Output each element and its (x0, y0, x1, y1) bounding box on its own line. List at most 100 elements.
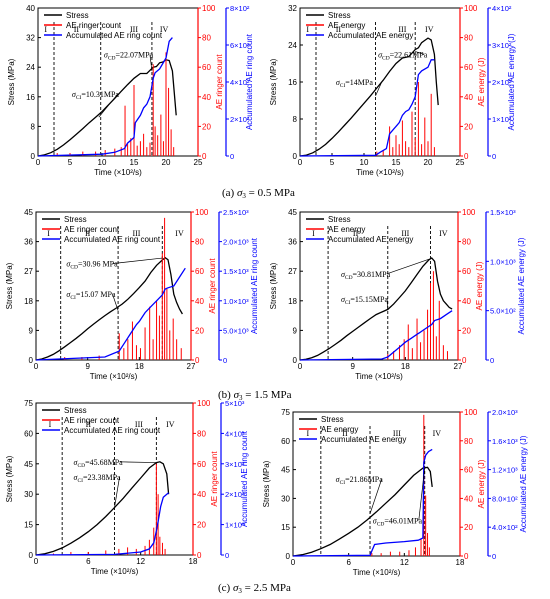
x-tick-label: 27 (187, 362, 196, 371)
annotation-arrow (98, 93, 119, 118)
x-tick-label: 18 (135, 362, 144, 371)
y-axis-label: Stress (MPa) (5, 455, 14, 502)
y2-tick-label: 0 (464, 152, 469, 161)
y-axis-label: Stress (MPa) (5, 262, 14, 309)
legend-label: Stress (66, 11, 89, 20)
y3-axis-label: Accumulated AE ring count (240, 430, 249, 527)
caption-sub: 3 (239, 394, 243, 402)
legend-label: Accumulated AE energy (328, 235, 413, 244)
x-tick-label: 0 (291, 558, 296, 567)
y2-tick-label: 100 (462, 208, 476, 217)
annotation-arrow (386, 299, 389, 311)
annotation-subscript: CD (377, 521, 385, 527)
y2-tick-label: 20 (197, 521, 206, 530)
stage-label: III (130, 25, 138, 34)
stage-label: IV (425, 25, 434, 34)
annotation-subscript: CD (77, 463, 85, 469)
x-tick-label: 25 (194, 158, 203, 167)
y3-tick-label: 1×10³ (225, 521, 245, 530)
annotation-subscript: CD (108, 56, 116, 62)
y3-tick-label: 3×10² (492, 41, 512, 50)
annotation-value: =22.61MPa (390, 50, 428, 59)
y3-tick-label: 2×10² (230, 115, 250, 124)
y2-axis-label: AE energy (J) (477, 57, 486, 106)
y2-tick-label: 0 (197, 551, 202, 560)
stage-label: III (401, 229, 409, 238)
x-tick-label: 10 (360, 158, 369, 167)
annotation-value: =23.38MPa (83, 473, 121, 482)
y-tick-label: 0 (29, 551, 34, 560)
y-tick-label: 18 (24, 297, 33, 306)
annotation-arrow (112, 257, 163, 264)
x-tick-label: 15 (130, 158, 139, 167)
x-tick-label: 9 (85, 362, 90, 371)
stress-line (299, 37, 439, 157)
y-tick-label: 0 (29, 356, 34, 365)
y2-tick-label: 60 (464, 466, 473, 475)
stage-label: I (307, 429, 310, 438)
y-tick-label: 15 (281, 523, 290, 532)
y2-tick-label: 0 (464, 552, 469, 561)
y2-tick-label: 80 (197, 429, 206, 438)
legend-label: AE energy (328, 225, 365, 234)
y-tick-label: 45 (24, 460, 33, 469)
y2-tick-label: 100 (464, 408, 478, 417)
y3-tick-label: 5×10³ (225, 399, 245, 408)
stage-label: II (86, 420, 92, 429)
stage-label: II (85, 229, 91, 238)
caption-value: = 1.5 MPa (245, 389, 292, 401)
y-axis-label: Stress (MPa) (262, 460, 271, 507)
annotation-symbol: σ (378, 50, 383, 59)
chart-c-right: 0 6 12 180153045607502040608010004.0×10²8.0… (262, 408, 528, 577)
threshold-annotation: σCI=23.38MPa (74, 473, 122, 484)
legend-label: Stress (328, 11, 351, 20)
chart-a-left: 0 5 10 15 20 25081624324002040608010002×10²4×… (7, 4, 254, 177)
annotation-arrow (386, 258, 431, 275)
legend-label: Stress (64, 406, 87, 415)
y-tick-label: 8 (31, 122, 36, 131)
legend-label: AE energy (321, 425, 358, 434)
y3-tick-label: 0 (490, 356, 494, 365)
caption-b: (b) σ3 = 1.5 MPa (218, 389, 292, 402)
x-tick-label: 18 (401, 362, 410, 371)
y-tick-label: 75 (24, 399, 33, 408)
y2-axis-label: AE energy (J) (475, 261, 484, 310)
x-tick-label: 0 (36, 158, 41, 167)
x-tick-label: 0 (298, 362, 303, 371)
stage-label: III (393, 429, 401, 438)
y2-tick-label: 100 (195, 208, 209, 217)
y2-tick-label: 40 (202, 93, 211, 102)
y2-tick-label: 40 (464, 494, 473, 503)
y3-tick-label: 1.0×10³ (490, 257, 516, 266)
y3-axis-label: Accumulated AE ring count (250, 237, 259, 334)
y-tick-label: 45 (288, 208, 297, 217)
y-tick-label: 60 (24, 429, 33, 438)
annotation-symbol: σ (373, 516, 378, 525)
x-tick-label: 5 (330, 158, 335, 167)
legend-label: Accumulated AE ring count (66, 31, 163, 40)
caption-sub: 3 (238, 587, 242, 595)
annotation-symbol: σ (72, 90, 77, 99)
annotation-value: =14MPa (345, 78, 373, 87)
annotation-arrow (119, 461, 157, 463)
y-tick-label: 16 (26, 93, 35, 102)
y3-axis-label: Accumulated AE ring count (245, 33, 254, 130)
y2-tick-label: 40 (462, 297, 471, 306)
accumulated-series-line (35, 267, 186, 361)
y3-tick-label: 2.5×10³ (223, 208, 249, 217)
y2-tick-label: 20 (464, 523, 473, 532)
y2-tick-label: 20 (195, 326, 204, 335)
caption-symbol: σ (236, 187, 243, 199)
annotation-subscript: CD (70, 265, 78, 271)
y-tick-label: 30 (24, 490, 33, 499)
x-axis-label: Time (×10²/s) (91, 567, 139, 576)
x-axis-label: Time (×10²/s) (90, 372, 138, 381)
x-axis-label: Time (×10²/s) (94, 168, 142, 177)
stage-label: IV (175, 229, 184, 238)
stage-label: II (342, 429, 348, 438)
y3-tick-label: 1.5×10³ (490, 208, 516, 217)
stage-label: III (135, 420, 143, 429)
caption-value: = 0.5 MPa (248, 187, 295, 199)
y-tick-label: 27 (288, 267, 297, 276)
accumulated-series-line (35, 492, 170, 556)
